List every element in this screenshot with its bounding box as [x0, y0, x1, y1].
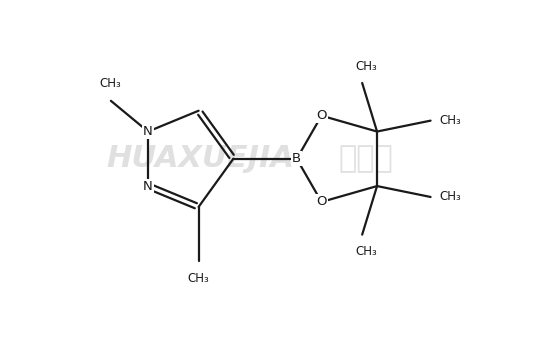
Text: CH₃: CH₃ — [355, 244, 377, 258]
Text: O: O — [316, 109, 327, 122]
Text: B: B — [292, 152, 301, 165]
Text: HUAXUEJIA: HUAXUEJIA — [106, 144, 294, 173]
Text: 化学加: 化学加 — [339, 144, 393, 173]
Text: CH₃: CH₃ — [439, 191, 461, 203]
Text: O: O — [316, 195, 327, 208]
Text: CH₃: CH₃ — [188, 272, 210, 285]
Text: CH₃: CH₃ — [99, 77, 121, 90]
Text: N: N — [143, 125, 153, 138]
Text: CH₃: CH₃ — [355, 60, 377, 73]
Text: CH₃: CH₃ — [439, 114, 461, 127]
Text: N: N — [143, 180, 153, 193]
